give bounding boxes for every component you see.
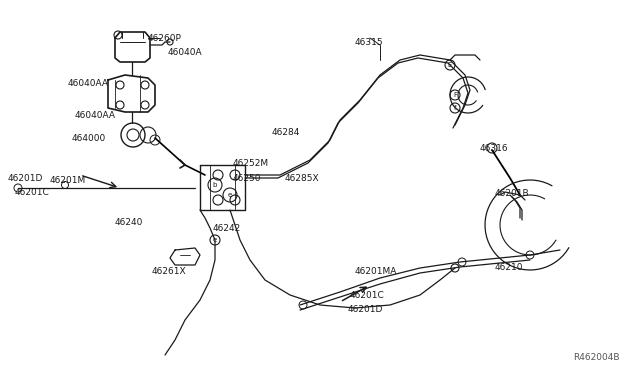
Text: 46040A: 46040A (168, 48, 203, 57)
Text: 46240: 46240 (115, 218, 143, 227)
Text: 46261X: 46261X (152, 267, 187, 276)
Text: e: e (228, 192, 232, 198)
Text: 46040AA: 46040AA (68, 78, 109, 87)
Text: R462004B: R462004B (573, 353, 620, 362)
Text: f: f (454, 105, 456, 111)
Text: 464000: 464000 (72, 134, 106, 142)
Text: F: F (453, 92, 457, 98)
Text: 46201B: 46201B (495, 189, 530, 198)
Text: 46315: 46315 (355, 38, 383, 46)
Text: 46201D: 46201D (348, 305, 383, 314)
Text: 46252M: 46252M (233, 158, 269, 167)
Text: b: b (213, 182, 217, 188)
Text: 46210: 46210 (495, 263, 524, 273)
Text: 46201MA: 46201MA (355, 267, 397, 276)
Text: 46250: 46250 (233, 173, 262, 183)
Text: 46201C: 46201C (15, 187, 50, 196)
Text: 46242: 46242 (213, 224, 241, 232)
Text: 46201C: 46201C (350, 291, 385, 299)
Text: 46260P: 46260P (148, 33, 182, 42)
Text: E: E (448, 62, 452, 68)
Text: 46040AA: 46040AA (75, 110, 116, 119)
Text: 46201D: 46201D (8, 173, 44, 183)
Text: 46201M: 46201M (50, 176, 86, 185)
Text: 46284: 46284 (272, 128, 300, 137)
Text: 46316: 46316 (480, 144, 509, 153)
Text: e: e (213, 237, 217, 243)
Text: 46285X: 46285X (285, 173, 319, 183)
